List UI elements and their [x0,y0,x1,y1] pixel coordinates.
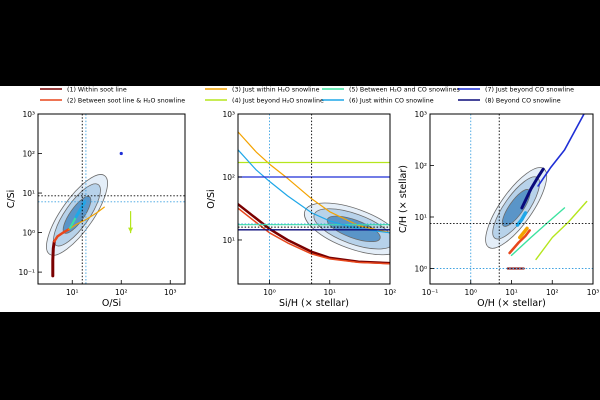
legend-entry: (6) Just within CO snowline [322,98,434,105]
legend-entry: (3) Just within H₂O snowline [205,87,320,94]
legend-label: (1) Within soot line [67,87,127,94]
x-tick-label: 10² [546,288,559,297]
series-marker [119,151,123,156]
series-line [238,131,390,234]
y-tick-label: 10¹ [414,213,427,222]
series-line [518,226,529,240]
legend-label: (6) Just within CO snowline [349,98,434,105]
x-tick-label: 10⁰ [263,288,276,297]
chart-panel-2: 10⁰ 10¹ 10² 10¹ 10² 10³ Si/H (× stellar) O/Si [206,110,397,309]
legend-entry: (5) Between H₂O and CO snowlines [322,87,460,94]
x-tick-label: 10¹ [323,288,336,297]
x-tick-label: 10⁻¹ [422,288,439,297]
legend-label: (3) Just within H₂O snowline [232,87,320,94]
legend: (1) Within soot line (2) Between soot lin… [40,87,574,105]
legend-label: (4) Just beyond H₂O snowline [232,98,324,105]
series-line [520,167,545,210]
y-tick-label: 10¹ [222,236,235,245]
y-tick-label: 10¹ [22,189,35,198]
legend-entry: (4) Just beyond H₂O snowline [205,98,324,105]
series-line [238,149,390,234]
contour-level [501,189,531,227]
x-tick-label: 10² [384,288,397,297]
plot-area [238,114,390,284]
figure-panel: (1) Within soot line (2) Between soot lin… [0,86,600,312]
axes-frame [237,113,391,285]
x-tick-label: 10³ [164,288,177,297]
legend-label: (2) Between soot line & H₂O snowline [67,98,185,105]
y-axis-label: C/Si [6,190,17,209]
x-axis-label: Si/H (× stellar) [279,298,349,309]
y-tick-label: 10² [414,161,427,170]
legend-entry: (1) Within soot line [40,87,127,94]
density-contours [303,202,390,256]
y-axis-label: C/H (× stellar) [398,165,409,233]
series-line [508,229,531,255]
chart-panel-1: 10¹ 10² 10³ 10⁻¹ 10⁰ 10¹ 10² 10³ O/Si C/Si [6,110,186,309]
figure-svg: (1) Within soot line (2) Between soot lin… [6,87,599,310]
axes-frame [37,113,186,285]
legend-entry: (7) Just beyond CO snowline [458,87,574,94]
series-line [535,200,588,261]
series-line [53,228,71,243]
y-tick-label: 10⁰ [22,229,35,238]
y-tick-label: 10³ [414,110,427,119]
legend-entry: (2) Between soot line & H₂O snowline [40,98,185,105]
plot-area [38,114,185,284]
series-line [74,200,87,219]
x-axis-label: O/Si [102,298,121,309]
y-axis-label: O/Si [206,189,217,208]
legend-label: (8) Beyond CO snowline [485,98,561,105]
series-arrow [128,227,134,233]
legend-label: (7) Just beyond CO snowline [485,87,574,94]
x-axis-label: O/H (× stellar) [477,298,546,309]
legend-entry: (8) Beyond CO snowline [458,98,561,105]
x-tick-label: 10² [115,288,128,297]
legend-label: (5) Between H₂O and CO snowlines [349,87,460,94]
series-line [537,114,585,187]
series-line [68,206,105,230]
x-tick-label: 10³ [587,288,600,297]
series-line [510,207,566,257]
series-line [51,239,56,278]
y-tick-label: 10² [22,150,35,159]
x-tick-label: 10¹ [66,288,79,297]
y-tick-label: 10³ [22,110,35,119]
series-line [515,211,528,227]
y-tick-label: 10⁻¹ [18,268,35,277]
chart-panel-3: 10⁻¹ 10⁰ 10¹ 10² 10³ 10⁰ 10¹ 10² 10³ O/H (× stell… [398,110,599,309]
y-tick-label: 10² [222,173,235,182]
plot-area [430,114,593,284]
density-contours [485,167,548,249]
y-tick-label: 10⁰ [414,264,427,273]
x-tick-label: 10⁰ [464,288,477,297]
y-tick-label: 10³ [222,110,235,119]
x-tick-label: 10¹ [505,288,518,297]
